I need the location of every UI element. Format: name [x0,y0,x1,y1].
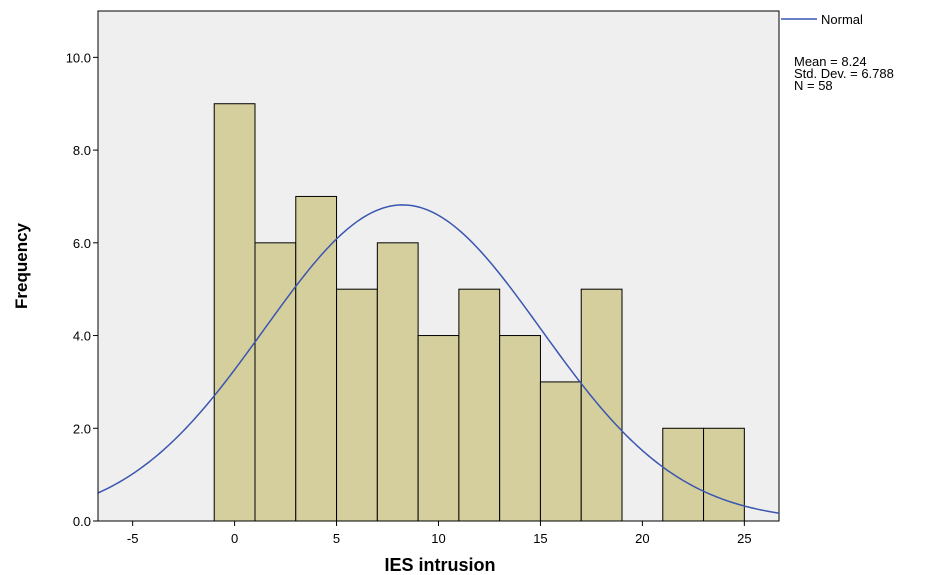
histogram-bar [417,335,460,522]
histogram-bar [539,381,582,522]
x-tick-label: 25 [737,531,751,546]
legend-stat-mean: Mean = 8.24 [794,54,867,69]
x-tick-label: 5 [333,531,340,546]
histogram-bar [580,288,623,522]
histogram-bar [703,427,745,522]
y-axis-title: Frequency [12,222,31,309]
x-axis-title: IES intrusion [384,555,495,575]
y-ticks: 0.0 2.0 4.0 6.0 8.0 10.0 [66,50,98,529]
x-tick-label: -5 [127,531,139,546]
x-ticks: -5 0 5 10 15 20 25 [127,521,752,546]
y-tick-label: 2.0 [73,421,91,436]
y-tick-label: 8.0 [73,143,91,158]
histogram-bars [213,103,745,522]
legend-stat-n: N = 58 [794,78,833,93]
legend: Normal Mean = 8.24 Std. Dev. = 6.788 N =… [781,12,894,93]
histogram-bar [458,288,501,522]
legend-normal-label: Normal [821,12,863,27]
y-tick-label: 0.0 [73,514,91,529]
x-tick-label: 20 [635,531,649,546]
histogram-bar [254,242,297,522]
histogram-bar [295,195,338,522]
y-tick-label: 6.0 [73,236,91,251]
y-tick-label: 4.0 [73,329,91,344]
x-tick-label: 0 [231,531,238,546]
histogram-bar [376,242,419,522]
histogram-bar [662,427,705,522]
x-tick-label: 10 [431,531,445,546]
histogram-bar [336,288,378,522]
legend-stat-sd: Std. Dev. = 6.788 [794,66,894,81]
normal-curve [97,204,780,514]
histogram-bar [499,335,541,522]
x-tick-label: 15 [533,531,547,546]
histogram-bar [213,103,256,522]
y-tick-label: 10.0 [66,50,91,65]
